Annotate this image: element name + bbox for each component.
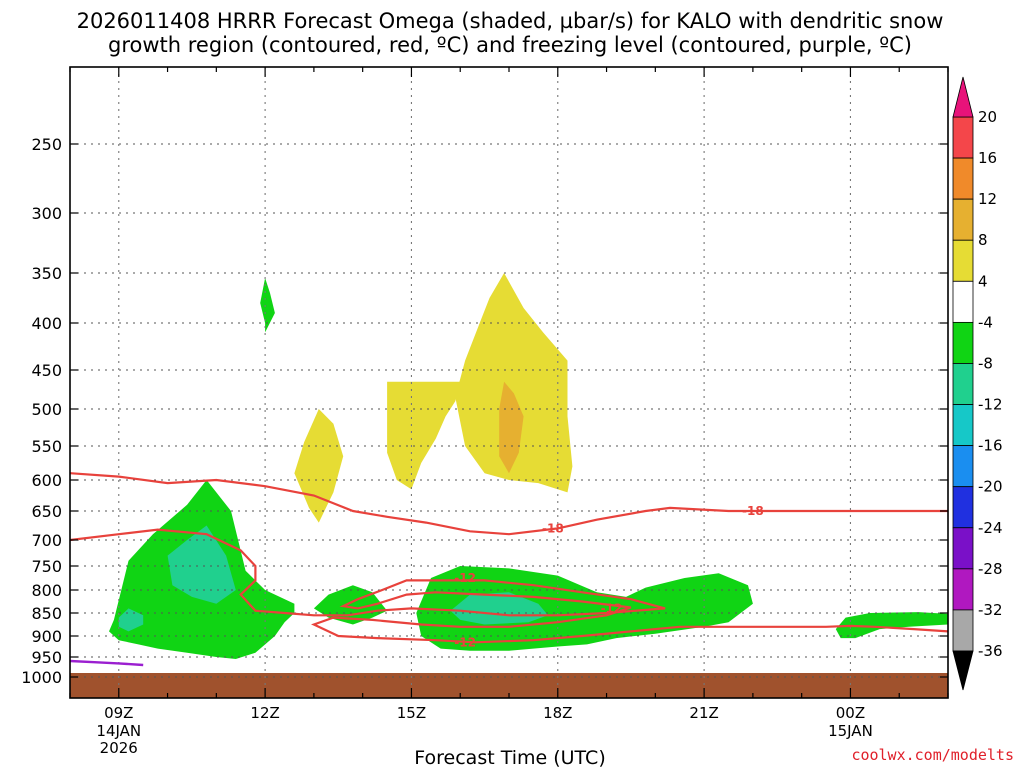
y-tick-label-450: 450 xyxy=(31,361,62,380)
dgz-contour-label: -12 xyxy=(454,635,476,649)
colorbar-band-8 xyxy=(952,198,974,241)
omega-region-1 xyxy=(260,278,275,333)
y-tick-label-700: 700 xyxy=(31,531,62,550)
x-tick-label-15Z: 15Z xyxy=(397,704,426,722)
y-tick-label-300: 300 xyxy=(31,204,62,223)
colorbar-label: -4 xyxy=(978,313,993,331)
plot-clip-group: -18 -18 -12 -12 -12 xyxy=(70,67,948,698)
colorbar-band--4 xyxy=(952,280,974,323)
y-tick-label-600: 600 xyxy=(31,471,62,490)
y-tick-label-350: 350 xyxy=(31,264,62,283)
colorbar-label: -32 xyxy=(978,601,1003,619)
colorbar-band--28 xyxy=(952,527,974,570)
x-tick-label-00Z: 00Z xyxy=(836,704,865,722)
colorbar-band--16 xyxy=(952,404,974,447)
y-tick-label-800: 800 xyxy=(31,581,62,600)
x-tick-label-09Z: 09Z xyxy=(104,704,133,722)
colorbar-band--20 xyxy=(952,445,974,488)
y-tick-label-550: 550 xyxy=(31,437,62,456)
colorbar-label: 16 xyxy=(978,149,997,167)
colorbar-label: -16 xyxy=(978,437,1003,455)
colorbar-label: 12 xyxy=(978,190,997,208)
colorbar-label: -28 xyxy=(978,560,1003,578)
colorbar-under-triangle xyxy=(952,650,974,691)
y-tick-label-750: 750 xyxy=(31,557,62,576)
omega-region-4 xyxy=(835,612,948,639)
chart-title-line-2: growth region (contoured, red, ºC) and f… xyxy=(108,33,912,57)
dgz-contour-0 xyxy=(70,472,948,536)
y-tick-label-500: 500 xyxy=(31,400,62,419)
colorbar-band-12 xyxy=(952,157,974,200)
x-tick-label-12Z: 12Z xyxy=(250,704,279,722)
colorbar-band--24 xyxy=(952,486,974,529)
colorbar-label: -24 xyxy=(978,519,1003,537)
omega-region-3 xyxy=(416,566,753,651)
omega-region-9 xyxy=(387,381,461,490)
colorbar-label: -12 xyxy=(978,396,1003,414)
colorbar-label: 20 xyxy=(978,108,997,126)
x-tick-date: 15JAN xyxy=(828,722,873,740)
freezing-level-line xyxy=(70,659,144,667)
colorbar-band-4 xyxy=(952,239,974,282)
omega-region-5 xyxy=(118,608,144,632)
y-tick-label-900: 900 xyxy=(31,627,62,646)
dgz-contour-label: -18 xyxy=(542,521,564,535)
colorbar-label: -36 xyxy=(978,642,1003,660)
omega-region-7 xyxy=(450,592,548,625)
x-tick-label-18Z: 18Z xyxy=(543,704,572,722)
y-tick-label-1000: 1000 xyxy=(21,668,62,687)
x-tick-year: 2026 xyxy=(100,739,138,757)
colorbar-label: 8 xyxy=(978,231,988,249)
omega-region-10 xyxy=(455,273,573,493)
colorbar-over-triangle xyxy=(952,76,974,118)
colorbar: 20 16 12 8 4 -4 -8 -12 -16 -20 -24 -28 -32 -36 xyxy=(952,76,1003,691)
dgz-contour-label: -12 xyxy=(601,601,623,615)
x-tick-date: 14JAN xyxy=(96,722,141,740)
y-tick-label-950: 950 xyxy=(31,648,62,667)
dgz-contour-label: -18 xyxy=(742,504,764,518)
colorbar-band--32 xyxy=(952,568,974,611)
colorbar-band--8 xyxy=(952,321,974,364)
colorbar-band-16 xyxy=(952,116,974,159)
plot-area: -18 -18 -12 -12 -12 xyxy=(69,66,949,699)
dgz-contour-label: -12 xyxy=(454,571,476,585)
colorbar-label: -8 xyxy=(978,354,993,372)
credit-text: coolwx.com/modelts xyxy=(851,746,1014,764)
y-tick-label-400: 400 xyxy=(31,314,62,333)
dgz-contour-1 xyxy=(70,528,948,644)
colorbar-label: 4 xyxy=(978,272,988,290)
y-tick-label-250: 250 xyxy=(31,135,62,154)
y-tick-label-650: 650 xyxy=(31,502,62,521)
omega-region-6 xyxy=(167,525,236,604)
y-tick-label-850: 850 xyxy=(31,604,62,623)
x-tick-label-21Z: 21Z xyxy=(689,704,718,722)
colorbar-band--12 xyxy=(952,363,974,405)
x-axis-label: Forecast Time (UTC) xyxy=(414,747,605,768)
colorbar-band--36 xyxy=(952,609,974,652)
chart-title-line-1: 2026011408 HRRR Forecast Omega (shaded, … xyxy=(77,9,944,33)
omega-region-11 xyxy=(499,381,524,474)
omega-region-8 xyxy=(294,409,344,523)
colorbar-label: -20 xyxy=(978,478,1003,496)
axis-ticks: 250 300 350 400 450 500 550 600 650 700 750 800 850 9… xyxy=(21,67,949,757)
